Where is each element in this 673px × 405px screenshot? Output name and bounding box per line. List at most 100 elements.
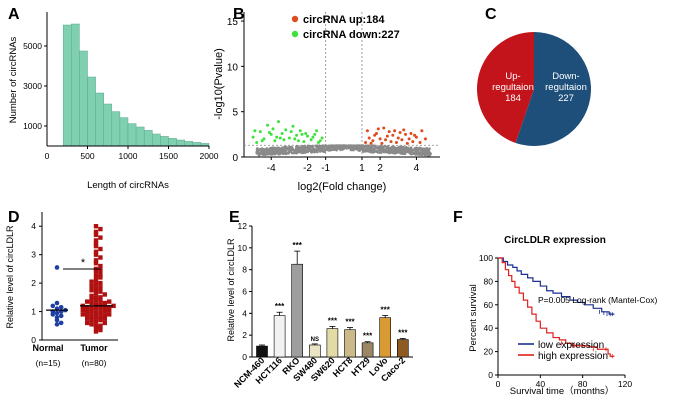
tumor-point <box>89 309 94 314</box>
point-not-significant <box>420 151 423 154</box>
tumor-point <box>89 300 94 306</box>
point-not-significant <box>355 144 358 147</box>
x-ticks: 0 40 80 120 <box>496 375 632 389</box>
point-not-significant <box>281 146 284 149</box>
point-down <box>289 130 293 134</box>
up-value: 184 <box>505 93 521 104</box>
point-not-significant <box>420 149 423 152</box>
normal-point <box>50 303 56 309</box>
y-tick-label: 15 <box>227 17 239 28</box>
tumor-point <box>93 261 99 266</box>
point-not-significant <box>414 146 417 150</box>
x-tick-label: 1500 <box>159 151 178 161</box>
tumor-point <box>102 309 107 314</box>
histogram-bar <box>127 123 137 147</box>
point-down <box>287 136 291 140</box>
point-up <box>376 127 380 131</box>
point-down <box>255 141 259 144</box>
point-not-significant <box>274 146 277 150</box>
x-tick-label: 1 <box>359 163 365 174</box>
point-up <box>394 141 398 144</box>
tumor-point <box>107 305 112 310</box>
y-tick-label: 20 <box>484 347 494 357</box>
point-up <box>407 137 411 141</box>
tumor-point <box>93 315 99 320</box>
tumor-point <box>93 273 99 279</box>
point-not-significant <box>398 149 401 153</box>
point-not-significant <box>284 149 287 153</box>
up-label-2: regultaion <box>492 82 534 93</box>
panel-d-label: D <box>8 209 20 226</box>
point-up <box>418 141 422 144</box>
tumor-point <box>107 307 112 313</box>
tumor-point <box>85 320 90 326</box>
y-axis-label: Percent survival <box>468 284 479 352</box>
bar <box>344 329 356 358</box>
y-tick-label: 2 <box>31 278 36 288</box>
point-down <box>266 123 270 127</box>
legend-low-label: low expression <box>538 340 604 351</box>
tumor-point <box>89 317 94 323</box>
point-not-significant <box>310 150 313 154</box>
volcano-points <box>251 120 432 157</box>
y-tick-label: 4 <box>242 308 247 318</box>
point-down <box>269 132 273 136</box>
point-not-significant <box>299 151 303 154</box>
point-not-significant <box>295 145 299 149</box>
point-down <box>309 138 313 142</box>
histogram-bar <box>62 24 72 147</box>
bar <box>326 328 339 358</box>
point-not-significant <box>428 147 431 151</box>
point-up <box>371 139 375 143</box>
tumor-point <box>98 285 103 290</box>
point-not-significant <box>291 148 295 152</box>
panel-d: D 0 1 2 3 4 * Normal (n=15) Tumor (n=80) Rel… <box>5 209 118 368</box>
point-down <box>296 139 300 143</box>
point-not-significant <box>284 152 288 155</box>
point-down <box>267 131 271 135</box>
point-not-significant <box>404 150 407 153</box>
x-ticks: -4 -2 -1 1 2 4 <box>267 157 420 174</box>
point-not-significant <box>380 150 383 154</box>
y-ticks: 1000 3000 5000 <box>23 41 47 131</box>
tumor-point <box>93 269 99 274</box>
point-not-significant <box>322 148 326 152</box>
significance-label: *** <box>293 241 303 250</box>
point-up <box>364 141 368 144</box>
point-down <box>306 134 310 138</box>
x-tick-label: 500 <box>80 151 94 161</box>
point-not-significant <box>357 148 361 152</box>
point-down <box>278 136 282 140</box>
y-tick-label: 0 <box>232 153 238 164</box>
histogram-bar <box>160 136 169 147</box>
point-up <box>373 133 377 137</box>
bar <box>273 315 286 358</box>
panel-a: A 500 1000 1500 2000 0 1000 3000 5000 Length o… <box>8 6 219 191</box>
point-not-significant <box>332 147 336 151</box>
point-up <box>385 134 389 138</box>
censor-ticks <box>561 309 613 359</box>
point-not-significant <box>378 148 381 152</box>
normal-point <box>54 310 60 316</box>
tumor-point <box>93 302 99 307</box>
histogram-bar <box>103 103 113 147</box>
point-not-significant <box>342 144 345 147</box>
tumor-point <box>98 323 103 328</box>
point-not-significant <box>410 152 413 156</box>
tumor-point <box>93 310 99 316</box>
legend-down-marker <box>291 30 299 38</box>
histogram-bar <box>184 141 194 147</box>
point-not-significant <box>327 148 330 152</box>
tumor-point <box>102 300 107 306</box>
significance-label: NS <box>311 337 319 343</box>
y-tick-label: 6 <box>242 287 247 297</box>
x-tick-label: 2000 <box>200 151 219 161</box>
point-down <box>271 127 275 131</box>
y-tick-label: 60 <box>484 300 494 310</box>
tumor-point <box>89 306 94 311</box>
down-value: 227 <box>558 93 574 104</box>
point-not-significant <box>262 152 265 155</box>
x-tick-label: 120 <box>618 379 632 389</box>
point-not-significant <box>285 147 289 151</box>
point-not-significant <box>368 146 372 150</box>
